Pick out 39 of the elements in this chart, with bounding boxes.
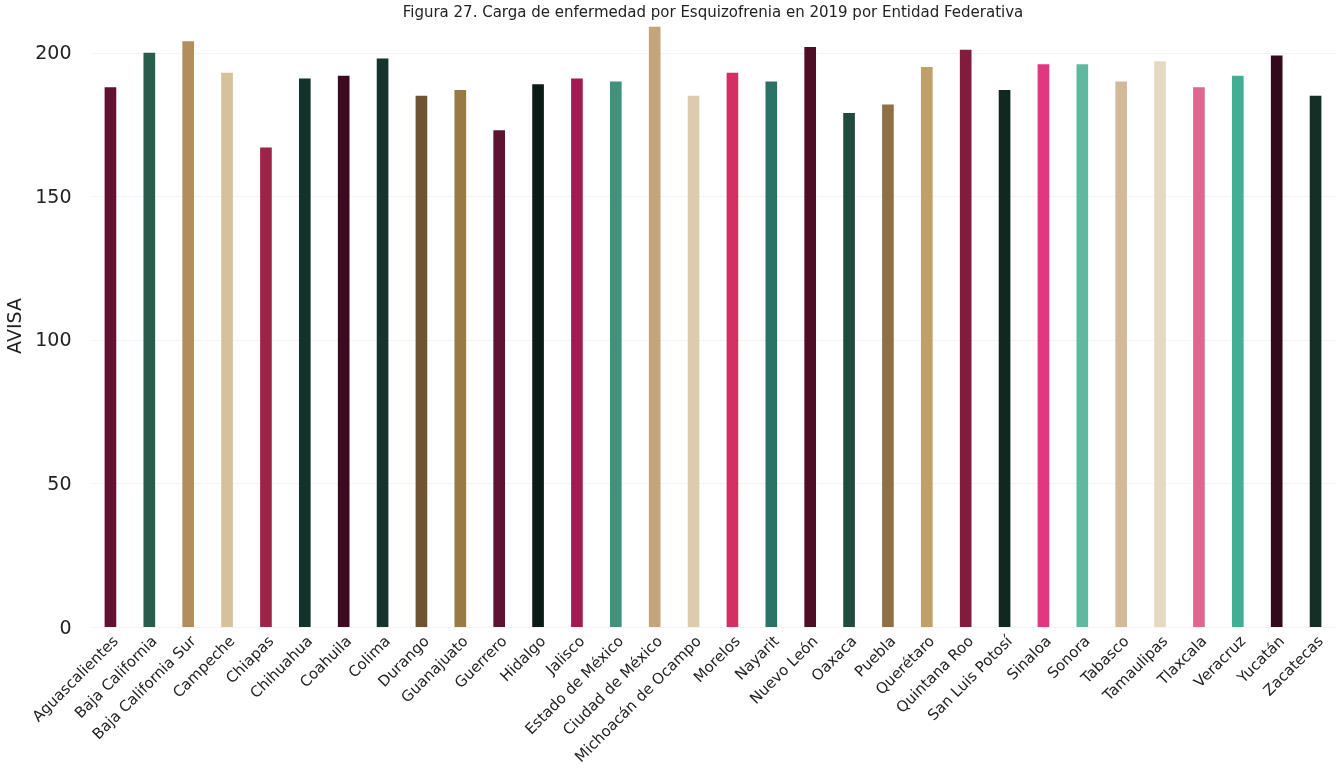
bar	[260, 147, 272, 627]
bar	[648, 26, 661, 627]
bar	[1193, 87, 1205, 627]
bar	[221, 72, 233, 627]
bar	[804, 46, 817, 627]
bar	[182, 41, 195, 627]
bar	[376, 58, 389, 627]
bar	[1076, 64, 1089, 627]
bar	[1270, 55, 1283, 627]
bar	[1115, 81, 1128, 627]
bar	[959, 49, 972, 627]
bar	[882, 104, 894, 627]
y-tick-label: 50	[47, 471, 72, 494]
bar	[726, 72, 739, 627]
bar	[1037, 64, 1050, 627]
bar	[687, 95, 700, 627]
bar	[337, 75, 350, 627]
chart-title: Figura 27. Carga de enfermedad por Esquizofrenia en 2019 por Entidad Federativa	[402, 3, 1024, 21]
bar	[298, 78, 311, 627]
bar	[609, 81, 622, 627]
bar	[1309, 95, 1322, 627]
bar	[143, 52, 156, 627]
y-tick-label: 0	[59, 615, 72, 638]
y-tick-label: 100	[35, 328, 72, 351]
bar	[493, 130, 506, 627]
bar	[765, 81, 778, 627]
bar	[415, 95, 428, 627]
y-axis-title: AVISA	[3, 298, 26, 354]
bar	[843, 113, 855, 627]
bar	[998, 90, 1011, 627]
bar	[1154, 61, 1166, 627]
bar	[1231, 75, 1244, 627]
bar	[920, 67, 933, 627]
y-tick-label: 200	[35, 41, 72, 64]
bar	[104, 87, 117, 627]
y-tick-label: 150	[35, 184, 72, 207]
bar	[532, 84, 544, 627]
bar	[571, 78, 583, 627]
bar	[454, 90, 467, 627]
